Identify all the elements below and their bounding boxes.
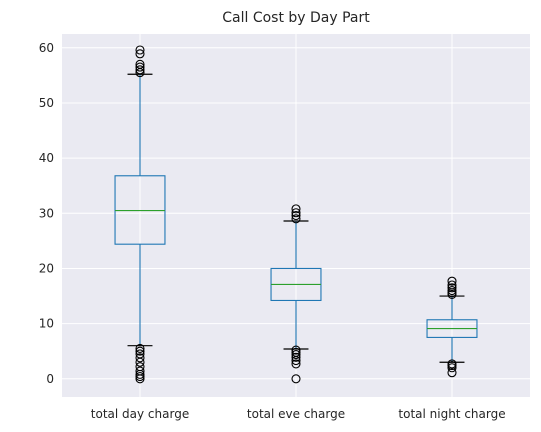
outlier-point xyxy=(291,204,301,214)
outlier-point xyxy=(291,359,301,369)
outlier-point xyxy=(291,356,301,366)
x-tick-label: total day charge xyxy=(91,407,189,421)
outlier-point xyxy=(447,361,457,371)
box-1 xyxy=(114,45,166,384)
outlier-point xyxy=(135,353,145,363)
outlier-point xyxy=(291,214,301,224)
outlier-point xyxy=(291,345,301,355)
outlier-point xyxy=(447,283,457,293)
outlier-point xyxy=(291,208,301,218)
outlier-point xyxy=(291,374,301,384)
outlier-point xyxy=(447,363,457,373)
x-tick-label: total night charge xyxy=(398,407,505,421)
outlier-point xyxy=(135,374,145,384)
iqr-box xyxy=(114,175,166,245)
box-2 xyxy=(270,204,322,384)
outlier-point xyxy=(135,357,145,367)
outlier-point xyxy=(135,49,145,59)
outlier-point xyxy=(135,369,145,379)
boxes xyxy=(114,45,478,384)
outlier-point xyxy=(447,276,457,286)
chart-title: Call Cost by Day Part xyxy=(222,10,370,26)
outlier-point xyxy=(135,62,145,72)
x-tick-label: total eve charge xyxy=(247,407,345,421)
outlier-point xyxy=(135,372,145,382)
outlier-point xyxy=(135,346,145,356)
outlier-point xyxy=(291,349,301,360)
outlier-point xyxy=(135,59,145,69)
outlier-point xyxy=(135,65,145,75)
y-tick-label: 10 xyxy=(39,317,54,331)
y-tick-label: 20 xyxy=(39,261,54,275)
y-tick-label: 60 xyxy=(39,41,54,55)
outlier-point xyxy=(447,280,457,290)
y-tick-label: 50 xyxy=(39,96,54,110)
outlier-point xyxy=(447,368,457,378)
y-tick-label: 40 xyxy=(39,151,54,165)
outlier-point xyxy=(291,210,301,221)
outlier-point xyxy=(291,352,301,362)
tick-labels: 0 10 20 30 40 50 60 total day charge total eve c… xyxy=(39,41,506,421)
outlier-point xyxy=(135,343,145,354)
box-3 xyxy=(426,276,478,378)
outlier-point xyxy=(447,285,457,296)
outlier-point xyxy=(135,45,145,55)
y-tick-label: 30 xyxy=(39,206,54,220)
y-tick-label: 0 xyxy=(46,372,54,386)
